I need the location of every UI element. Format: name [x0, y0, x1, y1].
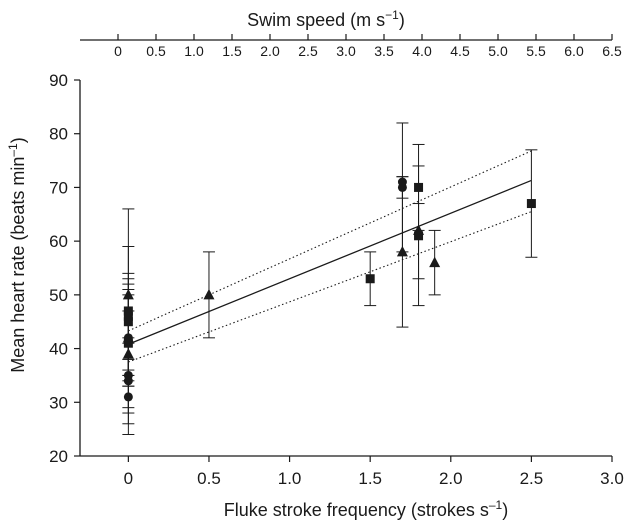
y-tick-label: 40 — [49, 340, 68, 359]
x-tick-label: 2.5 — [520, 469, 544, 488]
data-point-triangle — [413, 224, 425, 235]
y-axis-title: Mean heart rate (beats min–1) — [6, 137, 28, 372]
regression-layer — [128, 150, 532, 363]
data-point-triangle — [203, 288, 215, 300]
y-tick-label: 60 — [49, 232, 68, 251]
data-point-triangle — [122, 331, 134, 343]
x-tick-label: 1.5 — [358, 469, 382, 488]
data-point-square — [123, 311, 133, 321]
x2-tick-label: 4.5 — [450, 43, 470, 59]
x2-tick-label: 1.5 — [222, 43, 242, 59]
x-tick-label: 3.0 — [600, 469, 624, 488]
x-tick-label: 0 — [124, 469, 133, 488]
data-points-layer — [122, 177, 536, 402]
axes-layer: 0 0.5 1.0 1.5 2.0 2.5 3.0 20 30 40 50 60 70 80 90 0 0.5 1… — [49, 34, 624, 488]
data-point-triangle — [429, 256, 441, 268]
y-tick-label: 80 — [49, 125, 68, 144]
data-point-circle — [123, 376, 133, 386]
x-tick-label: 0.5 — [197, 469, 221, 488]
data-point-square — [365, 274, 375, 284]
confidence-lower-line — [128, 211, 532, 363]
y-tick-label: 50 — [49, 286, 68, 305]
x2-tick-label: 5.5 — [526, 43, 546, 59]
y-tick-label: 30 — [49, 393, 68, 412]
data-point-square — [123, 306, 133, 316]
x-axis-title: Fluke stroke frequency (strokes s–1) — [224, 498, 508, 520]
x2-tick-label: 3.0 — [336, 43, 356, 59]
data-point-triangle — [122, 347, 134, 359]
x2-tick-label: 6.0 — [564, 43, 584, 59]
x2-tick-label: 2.0 — [260, 43, 280, 59]
x2-tick-label: 6.5 — [602, 43, 622, 59]
error-bars-layer — [122, 122, 538, 436]
data-point-circle — [397, 182, 407, 192]
x2-axis-title: Swim speed (m s−1) — [247, 8, 405, 30]
data-point-square — [123, 338, 133, 348]
x2-tick-label: 4.0 — [412, 43, 432, 59]
data-point-triangle — [122, 288, 134, 300]
x2-tick-label: 3.5 — [374, 43, 394, 59]
data-point-triangle — [396, 245, 408, 257]
data-point-square — [414, 182, 424, 192]
x-tick-label: 1.0 — [278, 469, 302, 488]
regression-line — [128, 179, 532, 345]
confidence-upper-line — [128, 150, 532, 332]
y-tick-label: 20 — [49, 447, 68, 466]
y-tick-label: 70 — [49, 178, 68, 197]
x2-tick-label: 1.0 — [184, 43, 204, 59]
x2-tick-label: 2.5 — [298, 43, 318, 59]
y-tick-label: 90 — [49, 71, 68, 90]
data-point-circle — [123, 392, 133, 402]
x2-tick-label: 0.5 — [146, 43, 166, 59]
data-point-square — [414, 231, 424, 241]
x2-tick-label: 5.0 — [488, 43, 508, 59]
data-point-square — [526, 199, 536, 209]
x-tick-label: 2.0 — [439, 469, 463, 488]
data-point-square — [123, 317, 133, 327]
x2-tick-label: 0 — [114, 43, 122, 59]
